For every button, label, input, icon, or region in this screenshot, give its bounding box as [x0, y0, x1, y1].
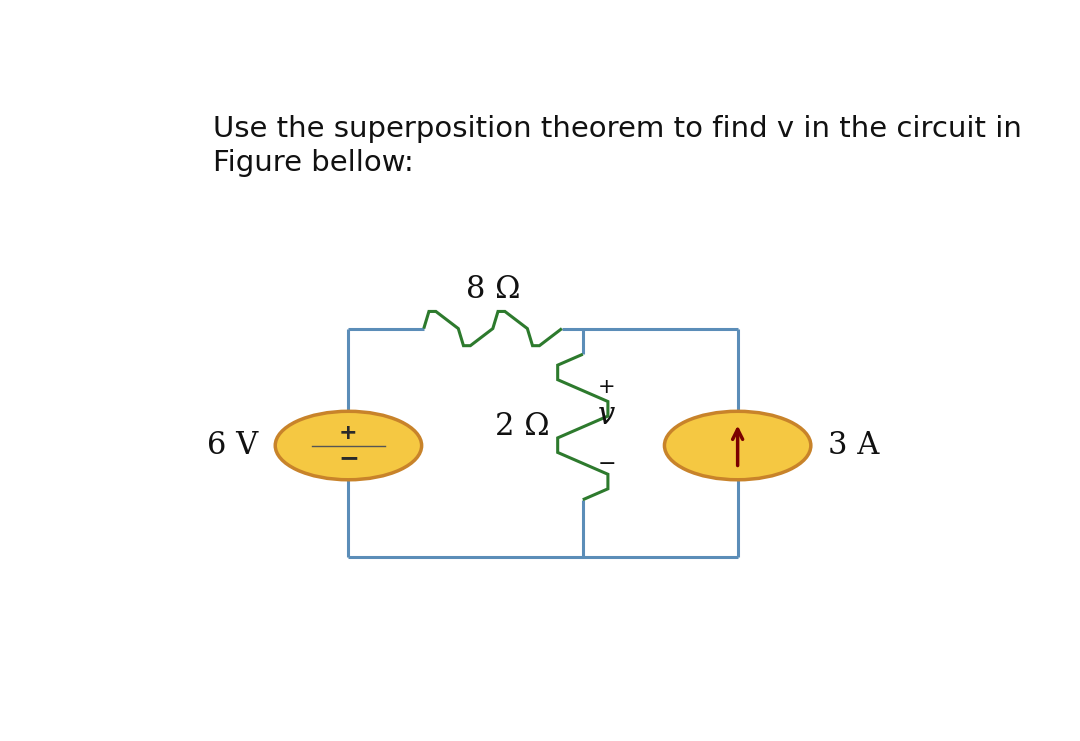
Text: +: +: [339, 423, 357, 443]
Text: +: +: [598, 377, 616, 397]
Text: Figure bellow:: Figure bellow:: [213, 149, 414, 177]
Ellipse shape: [664, 411, 811, 479]
Text: −: −: [598, 454, 617, 474]
Text: 2 Ω: 2 Ω: [495, 411, 550, 442]
Ellipse shape: [275, 411, 421, 479]
Text: v: v: [598, 400, 616, 431]
Text: Use the superposition theorem to find v in the circuit in: Use the superposition theorem to find v …: [213, 115, 1022, 142]
Text: 8 Ω: 8 Ω: [465, 273, 521, 305]
Text: −: −: [338, 446, 359, 470]
Text: 3 A: 3 A: [827, 430, 879, 461]
Text: 6 V: 6 V: [207, 430, 258, 461]
